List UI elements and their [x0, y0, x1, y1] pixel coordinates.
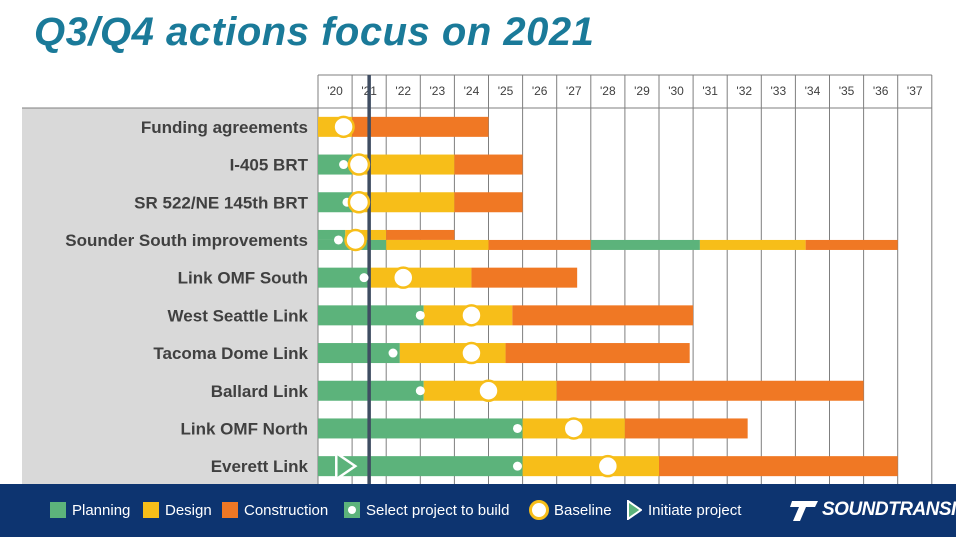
construction-bar: [505, 343, 690, 364]
baseline-marker: [347, 153, 371, 176]
footer-bar: [0, 484, 956, 537]
design-bar: [699, 239, 806, 250]
brand-wordmark: SOUNDTRANSIT: [822, 499, 956, 520]
legend-design: Design: [143, 500, 212, 520]
baseline-marker: [344, 228, 367, 252]
construction-bar: [488, 239, 591, 250]
design-bar: [352, 192, 455, 213]
legend-design-label: Design: [165, 501, 212, 519]
brand-logo: SOUNDTRANSIT: [790, 495, 956, 525]
year-tick-label: '31: [702, 84, 718, 98]
legend-construction: Construction: [222, 500, 328, 520]
year-tick-label: '32: [736, 84, 752, 98]
year-tick-label: '24: [464, 84, 480, 98]
legend-initiate: Initiate project: [626, 499, 742, 521]
construction-bar: [386, 229, 455, 240]
project-label: SR 522/NE 145th BRT: [134, 193, 308, 212]
planning-bar: [590, 239, 700, 250]
legend-baseline-label: Baseline: [554, 501, 612, 519]
design-bar: [386, 239, 489, 250]
year-tick-label: '22: [395, 84, 411, 98]
year-tick-label: '27: [566, 84, 582, 98]
project-label: Sounder South improvements: [65, 231, 308, 250]
design-swatch: [143, 502, 159, 518]
planning-bar: [318, 343, 400, 364]
baseline-marker: [596, 454, 620, 478]
year-tick-label: '29: [634, 84, 650, 98]
planning-swatch: [50, 502, 66, 518]
design-bar: [352, 154, 455, 175]
design-bar: [522, 456, 659, 477]
label-panel: [22, 108, 318, 484]
legend-select-label: Select project to build: [366, 501, 510, 519]
baseline-icon: [529, 500, 549, 520]
project-label: Funding agreements: [141, 118, 308, 137]
legend-baseline: Baseline: [529, 500, 612, 520]
initiate-project-icon: [626, 499, 643, 521]
construction-bar: [454, 154, 523, 175]
select-project-marker: [415, 310, 425, 320]
sound-transit-logo-icon: [790, 501, 818, 521]
year-tick-label: '33: [771, 84, 787, 98]
select-project-marker: [339, 160, 349, 170]
year-tick-label: '36: [873, 84, 889, 98]
select-project-icon: [344, 502, 360, 518]
legend-construction-label: Construction: [244, 501, 329, 519]
initiate-project-marker: [335, 450, 358, 482]
baseline-marker: [392, 266, 415, 289]
page-title: Q3/Q4 actions focus on 2021: [34, 10, 595, 54]
project-label: Ballard Link: [211, 382, 309, 401]
select-project-marker: [512, 423, 522, 433]
project-label: West Seattle Link: [168, 306, 309, 325]
select-project-marker: [333, 235, 343, 245]
planning-bar: [318, 192, 353, 213]
year-tick-label: '28: [600, 84, 616, 98]
select-project-marker: [415, 386, 425, 396]
planning-bar: [318, 267, 370, 288]
planning-bar: [318, 418, 523, 439]
baseline-marker: [460, 304, 483, 327]
select-project-marker: [388, 348, 398, 358]
design-bar: [369, 267, 472, 288]
select-project-marker: [359, 273, 369, 283]
construction-bar: [556, 380, 864, 401]
year-tick-label: '23: [430, 84, 446, 98]
construction-swatch: [222, 502, 238, 518]
legend-planning: Planning: [50, 500, 130, 520]
baseline-marker: [332, 115, 355, 139]
project-label: Everett Link: [211, 457, 309, 476]
year-tick-label: '35: [839, 84, 855, 98]
planning-bar: [318, 154, 353, 175]
year-tick-label: '37: [907, 84, 923, 98]
baseline-marker: [477, 379, 500, 402]
legend-select: Select project to build: [344, 500, 509, 520]
select-project-marker: [512, 461, 522, 471]
baseline-marker: [460, 341, 483, 365]
construction-bar: [659, 456, 898, 477]
construction-bar: [624, 418, 748, 439]
baseline-marker: [562, 417, 585, 440]
legend-planning-label: Planning: [72, 501, 131, 519]
project-label: Tacoma Dome Link: [153, 344, 308, 363]
legend-initiate-label: Initiate project: [648, 501, 742, 519]
construction-bar: [512, 305, 694, 326]
year-tick-label: '25: [498, 84, 514, 98]
project-label: I-405 BRT: [230, 156, 309, 175]
project-label: Link OMF South: [178, 269, 308, 288]
year-tick-label: '26: [532, 84, 548, 98]
construction-bar: [454, 192, 523, 213]
design-bar: [345, 229, 387, 240]
year-tick-label: '30: [668, 84, 684, 98]
project-label: Link OMF North: [181, 419, 308, 438]
planning-bar: [318, 229, 346, 240]
baseline-marker: [347, 191, 371, 214]
gantt-chart: '20'21'22'23'24'25'26'27'28'29'30'31'32'…: [22, 74, 933, 484]
design-bar: [399, 343, 506, 364]
year-tick-label: '20: [327, 84, 343, 98]
construction-bar: [471, 267, 578, 288]
construction-bar: [805, 239, 898, 250]
construction-bar: [352, 116, 489, 137]
year-tick-label: '34: [805, 84, 821, 98]
